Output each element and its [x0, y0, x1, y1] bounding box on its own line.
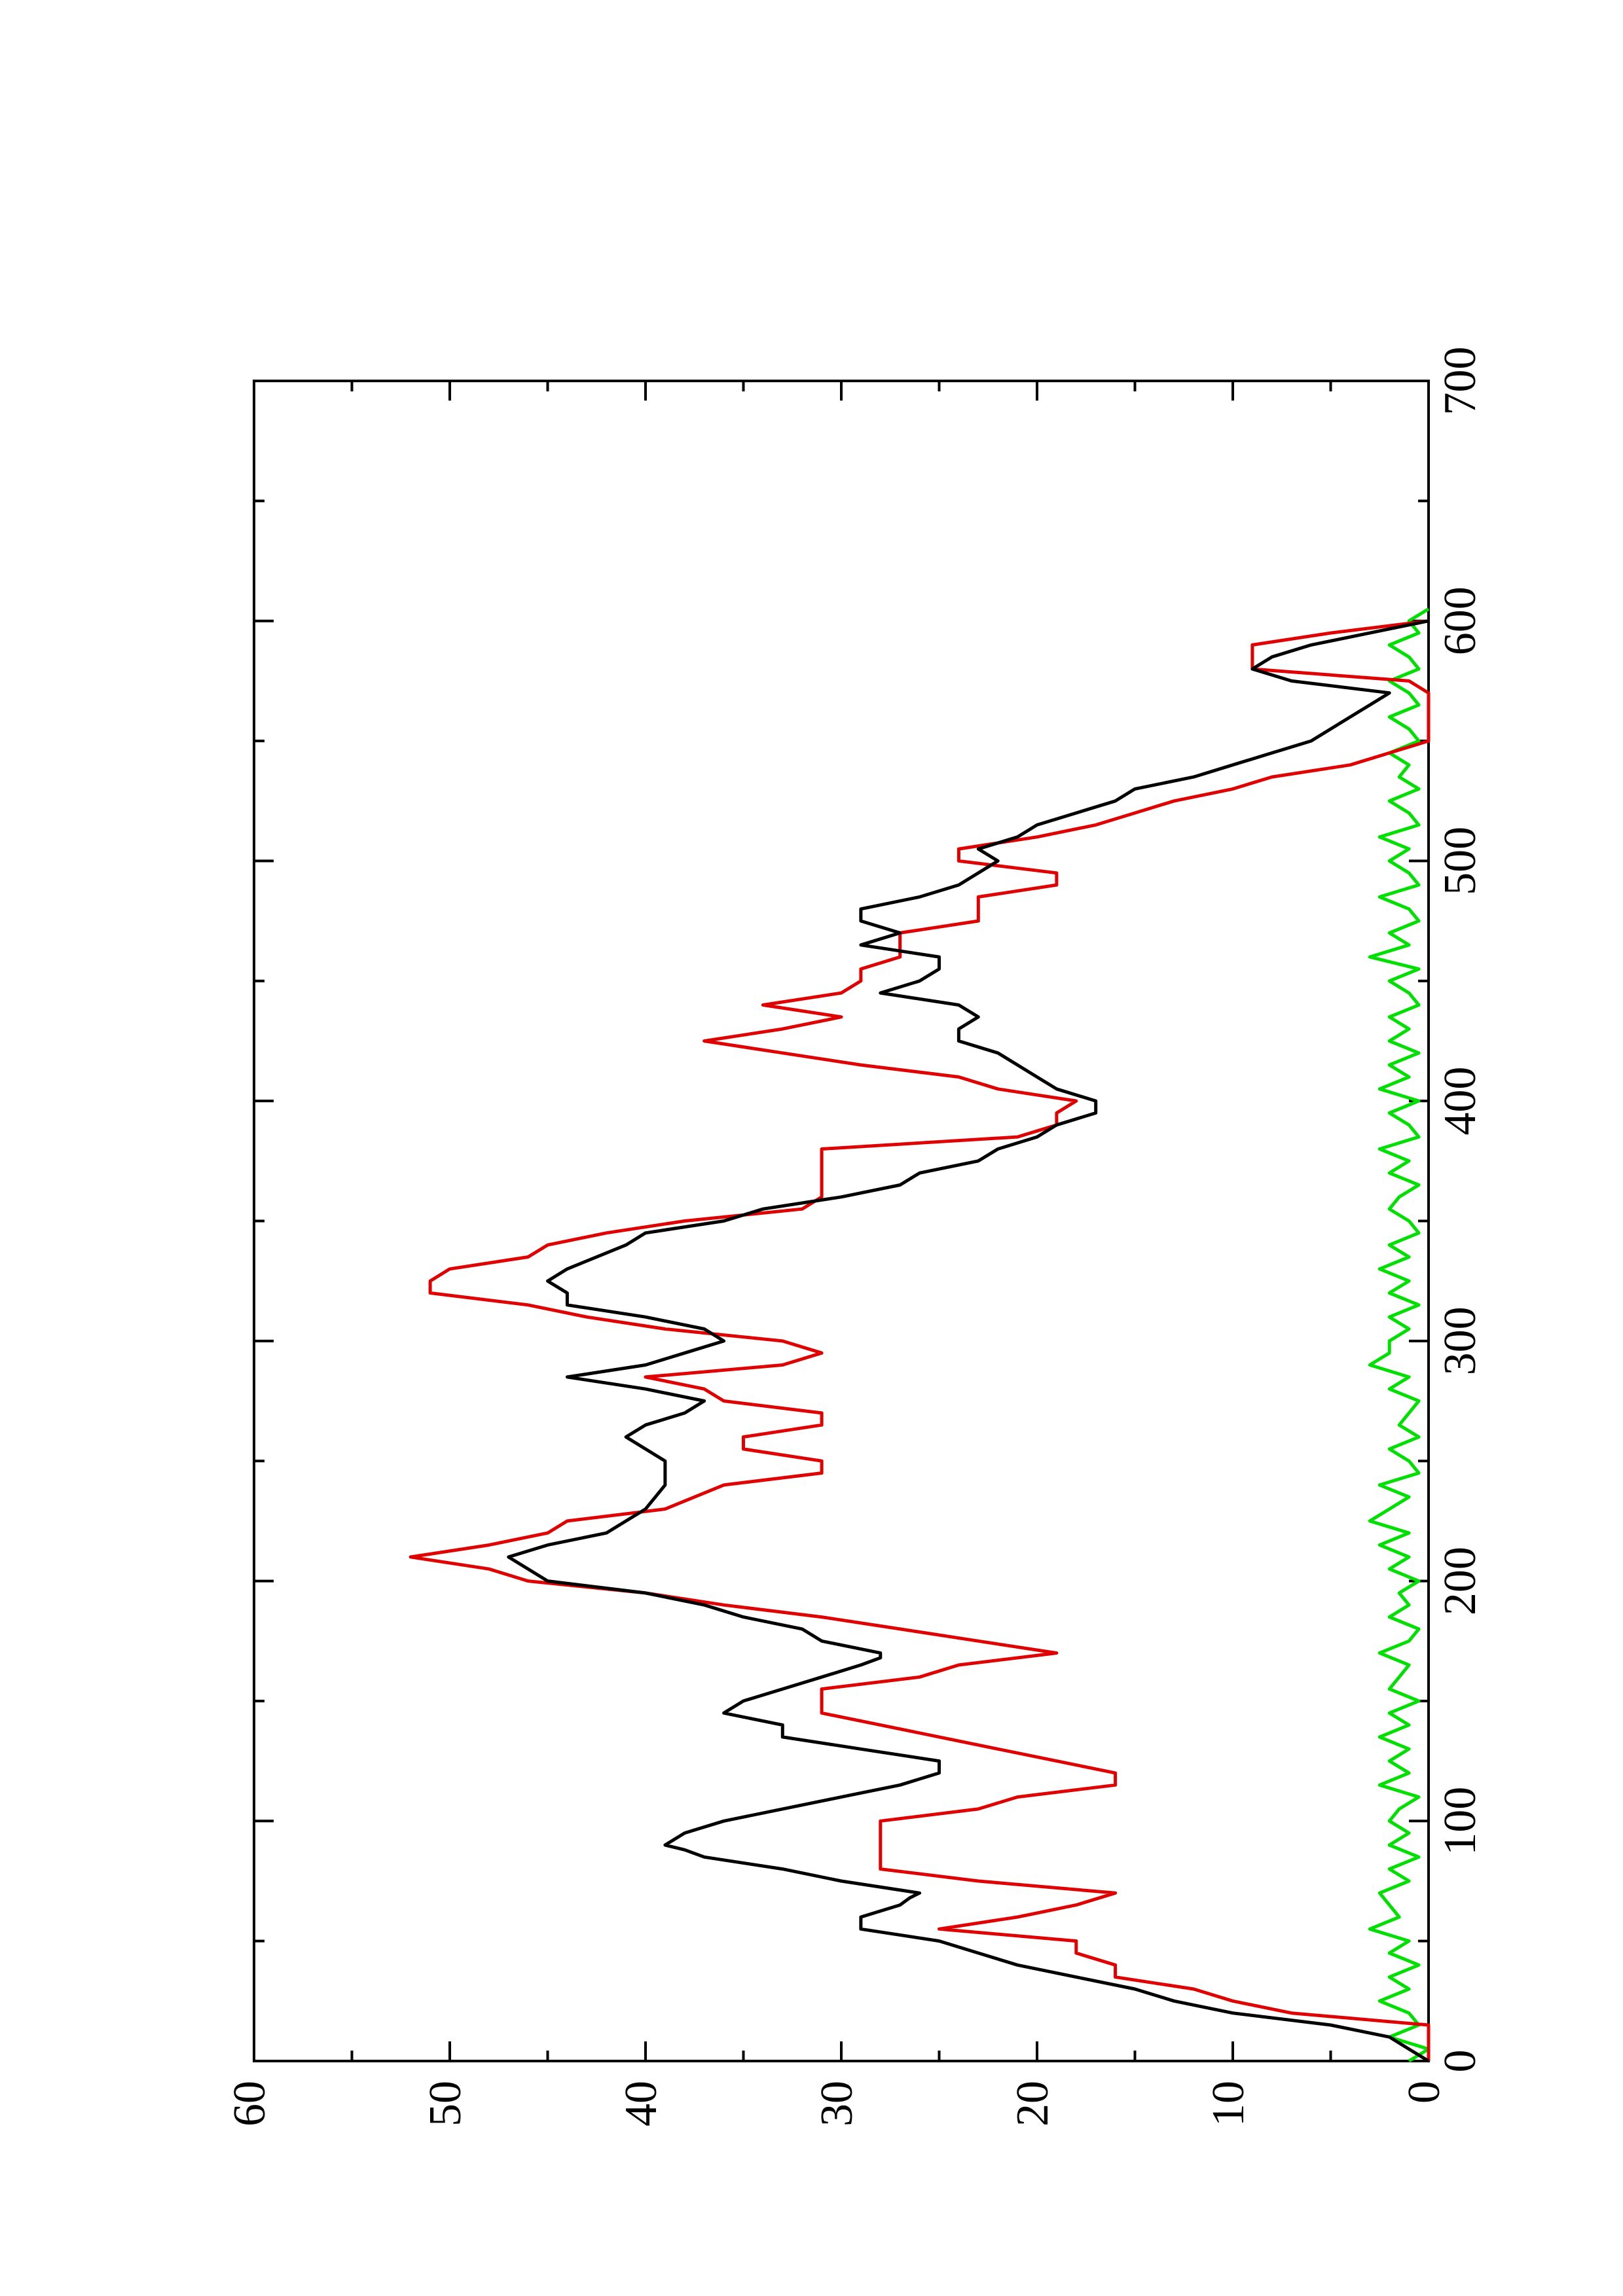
data-line — [1368, 607, 1431, 2063]
y-tick-label: 0 — [1399, 2081, 1450, 2104]
plot-frame — [253, 380, 1430, 2062]
y-tick-label: 50 — [420, 2081, 471, 2126]
x-tick-label: 300 — [1435, 1306, 1486, 1375]
y-tick-label: 10 — [1203, 2081, 1254, 2126]
y-tick-label: 30 — [812, 2081, 862, 2126]
x-tick-label: 0 — [1435, 2050, 1486, 2073]
y-tick-label: 40 — [616, 2081, 666, 2126]
x-tick-label: 400 — [1435, 1067, 1486, 1136]
y-tick-label: 60 — [225, 2081, 275, 2126]
x-tick-label: 700 — [1435, 347, 1486, 416]
data-line — [507, 619, 1430, 2063]
data-line — [409, 619, 1431, 2061]
x-tick-label: 100 — [1435, 1787, 1486, 1856]
x-tick-label: 200 — [1435, 1547, 1486, 1615]
x-tick-label: 600 — [1435, 586, 1486, 655]
y-tick-label: 20 — [1008, 2081, 1058, 2126]
x-tick-label: 500 — [1435, 827, 1486, 895]
